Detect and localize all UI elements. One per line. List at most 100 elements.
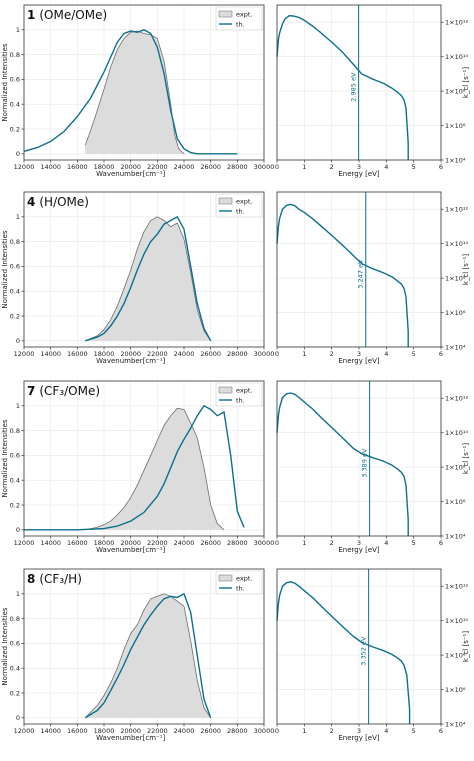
expt-area <box>85 31 184 154</box>
compound-number: 1 <box>27 8 35 22</box>
x-tick-label: 16000 <box>67 539 88 547</box>
legend-theory-label: th. <box>236 585 245 593</box>
x-tick-label: 2 <box>330 350 334 358</box>
spectrum-panel-4: 12000 14000 16000 18000 20000 22000 24000 26000… <box>1 191 274 365</box>
x-tick-label: 0 <box>275 539 279 547</box>
x-axis-label: Energy [eV] <box>338 734 380 742</box>
x-tick-label: 14000 <box>40 163 61 171</box>
y-tick-label: 1 <box>16 402 20 410</box>
spectrum-panel-8: 12000 14000 16000 18000 20000 22000 24000 26000… <box>1 568 274 742</box>
x-tick-label: 6 <box>439 539 443 547</box>
y-tick-label: 0.8 <box>10 615 20 623</box>
y-tick-label: 0.4 <box>10 288 20 296</box>
threshold-label: 3.352 eV <box>360 636 368 666</box>
x-tick-label: 16000 <box>67 727 88 735</box>
y-tick-label: 1×10¹⁰ <box>445 617 468 625</box>
x-tick-label: 22000 <box>147 163 168 171</box>
y-tick-label: 0 <box>16 526 20 534</box>
x-tick-label: 16000 <box>67 350 88 358</box>
y-tick-label: 0.6 <box>10 76 20 84</box>
plot-frame <box>23 568 265 725</box>
x-tick-label: 3 <box>357 727 361 735</box>
y-axis-label: k_cl [s⁻¹] <box>462 631 470 662</box>
legend-theory-label: th. <box>236 397 245 405</box>
y-tick-label: 0.4 <box>10 477 20 485</box>
y-axis-label: k_cl [s⁻¹] <box>462 254 470 285</box>
x-tick-label: 18000 <box>94 727 115 735</box>
x-axis-label: Wavenumber[cm⁻¹] <box>96 170 165 178</box>
panel-title: 8 (CF₃/H) <box>27 572 82 586</box>
x-tick-label: 5 <box>412 727 416 735</box>
x-axis-label: Energy [eV] <box>338 546 380 554</box>
y-tick-label: 1 <box>16 26 20 34</box>
x-tick-label: 0 <box>275 163 279 171</box>
rate-curve <box>276 392 409 536</box>
x-tick-label: 5 <box>412 539 416 547</box>
y-axis-label: Normalized Intensities <box>1 607 9 685</box>
legend-expt-label: expt. <box>236 198 252 206</box>
x-tick-label: 22000 <box>147 539 168 547</box>
y-tick-label: 1 <box>16 213 20 221</box>
x-tick-label: 20000 <box>120 350 141 358</box>
panel-title: 1 (OMe/OMe) <box>27 8 107 22</box>
x-tick-label: 14000 <box>40 539 61 547</box>
x-tick-label: 16000 <box>67 163 88 171</box>
theory-line <box>24 404 245 531</box>
rate-curve <box>276 203 409 347</box>
x-tick-label: 28000 <box>227 163 248 171</box>
x-tick-label: 2 <box>330 163 334 171</box>
y-tick-label: 0 <box>16 150 20 158</box>
x-axis-label: Energy [eV] <box>338 170 380 178</box>
y-tick-label: 1×10¹² <box>445 19 468 27</box>
y-tick-label: 0.2 <box>10 312 20 320</box>
legend-expt-swatch <box>218 10 233 18</box>
x-tick-label: 12000 <box>14 350 35 358</box>
y-axis-label: k_cl [s⁻¹] <box>462 67 470 98</box>
x-tick-label: 18000 <box>94 539 115 547</box>
panel-title: 7 (CF₃/OMe) <box>27 384 100 398</box>
x-tick-label: 24000 <box>174 163 195 171</box>
y-tick-label: 1×10¹⁰ <box>445 240 468 248</box>
compound-label: (H/OMe) <box>39 195 89 209</box>
x-tick-label: 12000 <box>14 539 35 547</box>
y-tick-label: 1×10¹² <box>445 206 468 214</box>
y-tick-label: 1×10⁸ <box>445 651 466 659</box>
y-axis-label: Normalized Intensities <box>1 43 9 121</box>
x-tick-label: 12000 <box>14 163 35 171</box>
y-tick-label: 1×10⁴ <box>445 532 466 540</box>
y-tick-label: 0.2 <box>10 125 20 133</box>
x-tick-label: 6 <box>439 727 443 735</box>
x-tick-label: 3 <box>357 350 361 358</box>
x-tick-label: 28000 <box>227 350 248 358</box>
x-axis-label: Wavenumber[cm⁻¹] <box>96 734 165 742</box>
threshold-label: 3.389 eV <box>361 448 369 478</box>
threshold-label: 3.247 eV <box>357 259 365 289</box>
x-tick-label: 18000 <box>94 163 115 171</box>
plot-frame <box>23 380 265 537</box>
x-tick-label: 24000 <box>174 350 195 358</box>
x-tick-label: 30000 <box>254 539 275 547</box>
y-axis-label: k_cl [s⁻¹] <box>462 443 470 474</box>
threshold-label: 2.985 eV <box>350 72 358 102</box>
legend-theory-label: th. <box>236 21 245 29</box>
expt-line <box>85 593 212 719</box>
x-tick-label: 12000 <box>14 727 35 735</box>
x-tick-label: 26000 <box>200 163 221 171</box>
x-tick-label: 0 <box>275 350 279 358</box>
x-tick-label: 4 <box>384 727 388 735</box>
x-tick-label: 6 <box>439 163 443 171</box>
x-tick-label: 14000 <box>40 350 61 358</box>
compound-label: (CF₃/H) <box>39 572 82 586</box>
x-tick-label: 28000 <box>227 727 248 735</box>
x-tick-label: 26000 <box>200 539 221 547</box>
y-tick-label: 0.8 <box>10 238 20 246</box>
x-tick-label: 20000 <box>120 727 141 735</box>
spectrum-panel-1: 12000 14000 16000 18000 20000 22000 24000 26000… <box>1 4 274 178</box>
plot-frame <box>23 191 265 348</box>
plot-frame <box>23 4 265 161</box>
rate-curve <box>276 15 409 160</box>
y-tick-label: 0.2 <box>10 501 20 509</box>
x-tick-label: 1 <box>302 727 306 735</box>
x-axis-label: Wavenumber[cm⁻¹] <box>96 546 165 554</box>
rate-panel-4: 3.247 eV 0 1 2 3 4 5 61×10⁴ 1×10⁶ 1×10⁸ 1×10¹⁰ 1×10… <box>275 191 470 365</box>
